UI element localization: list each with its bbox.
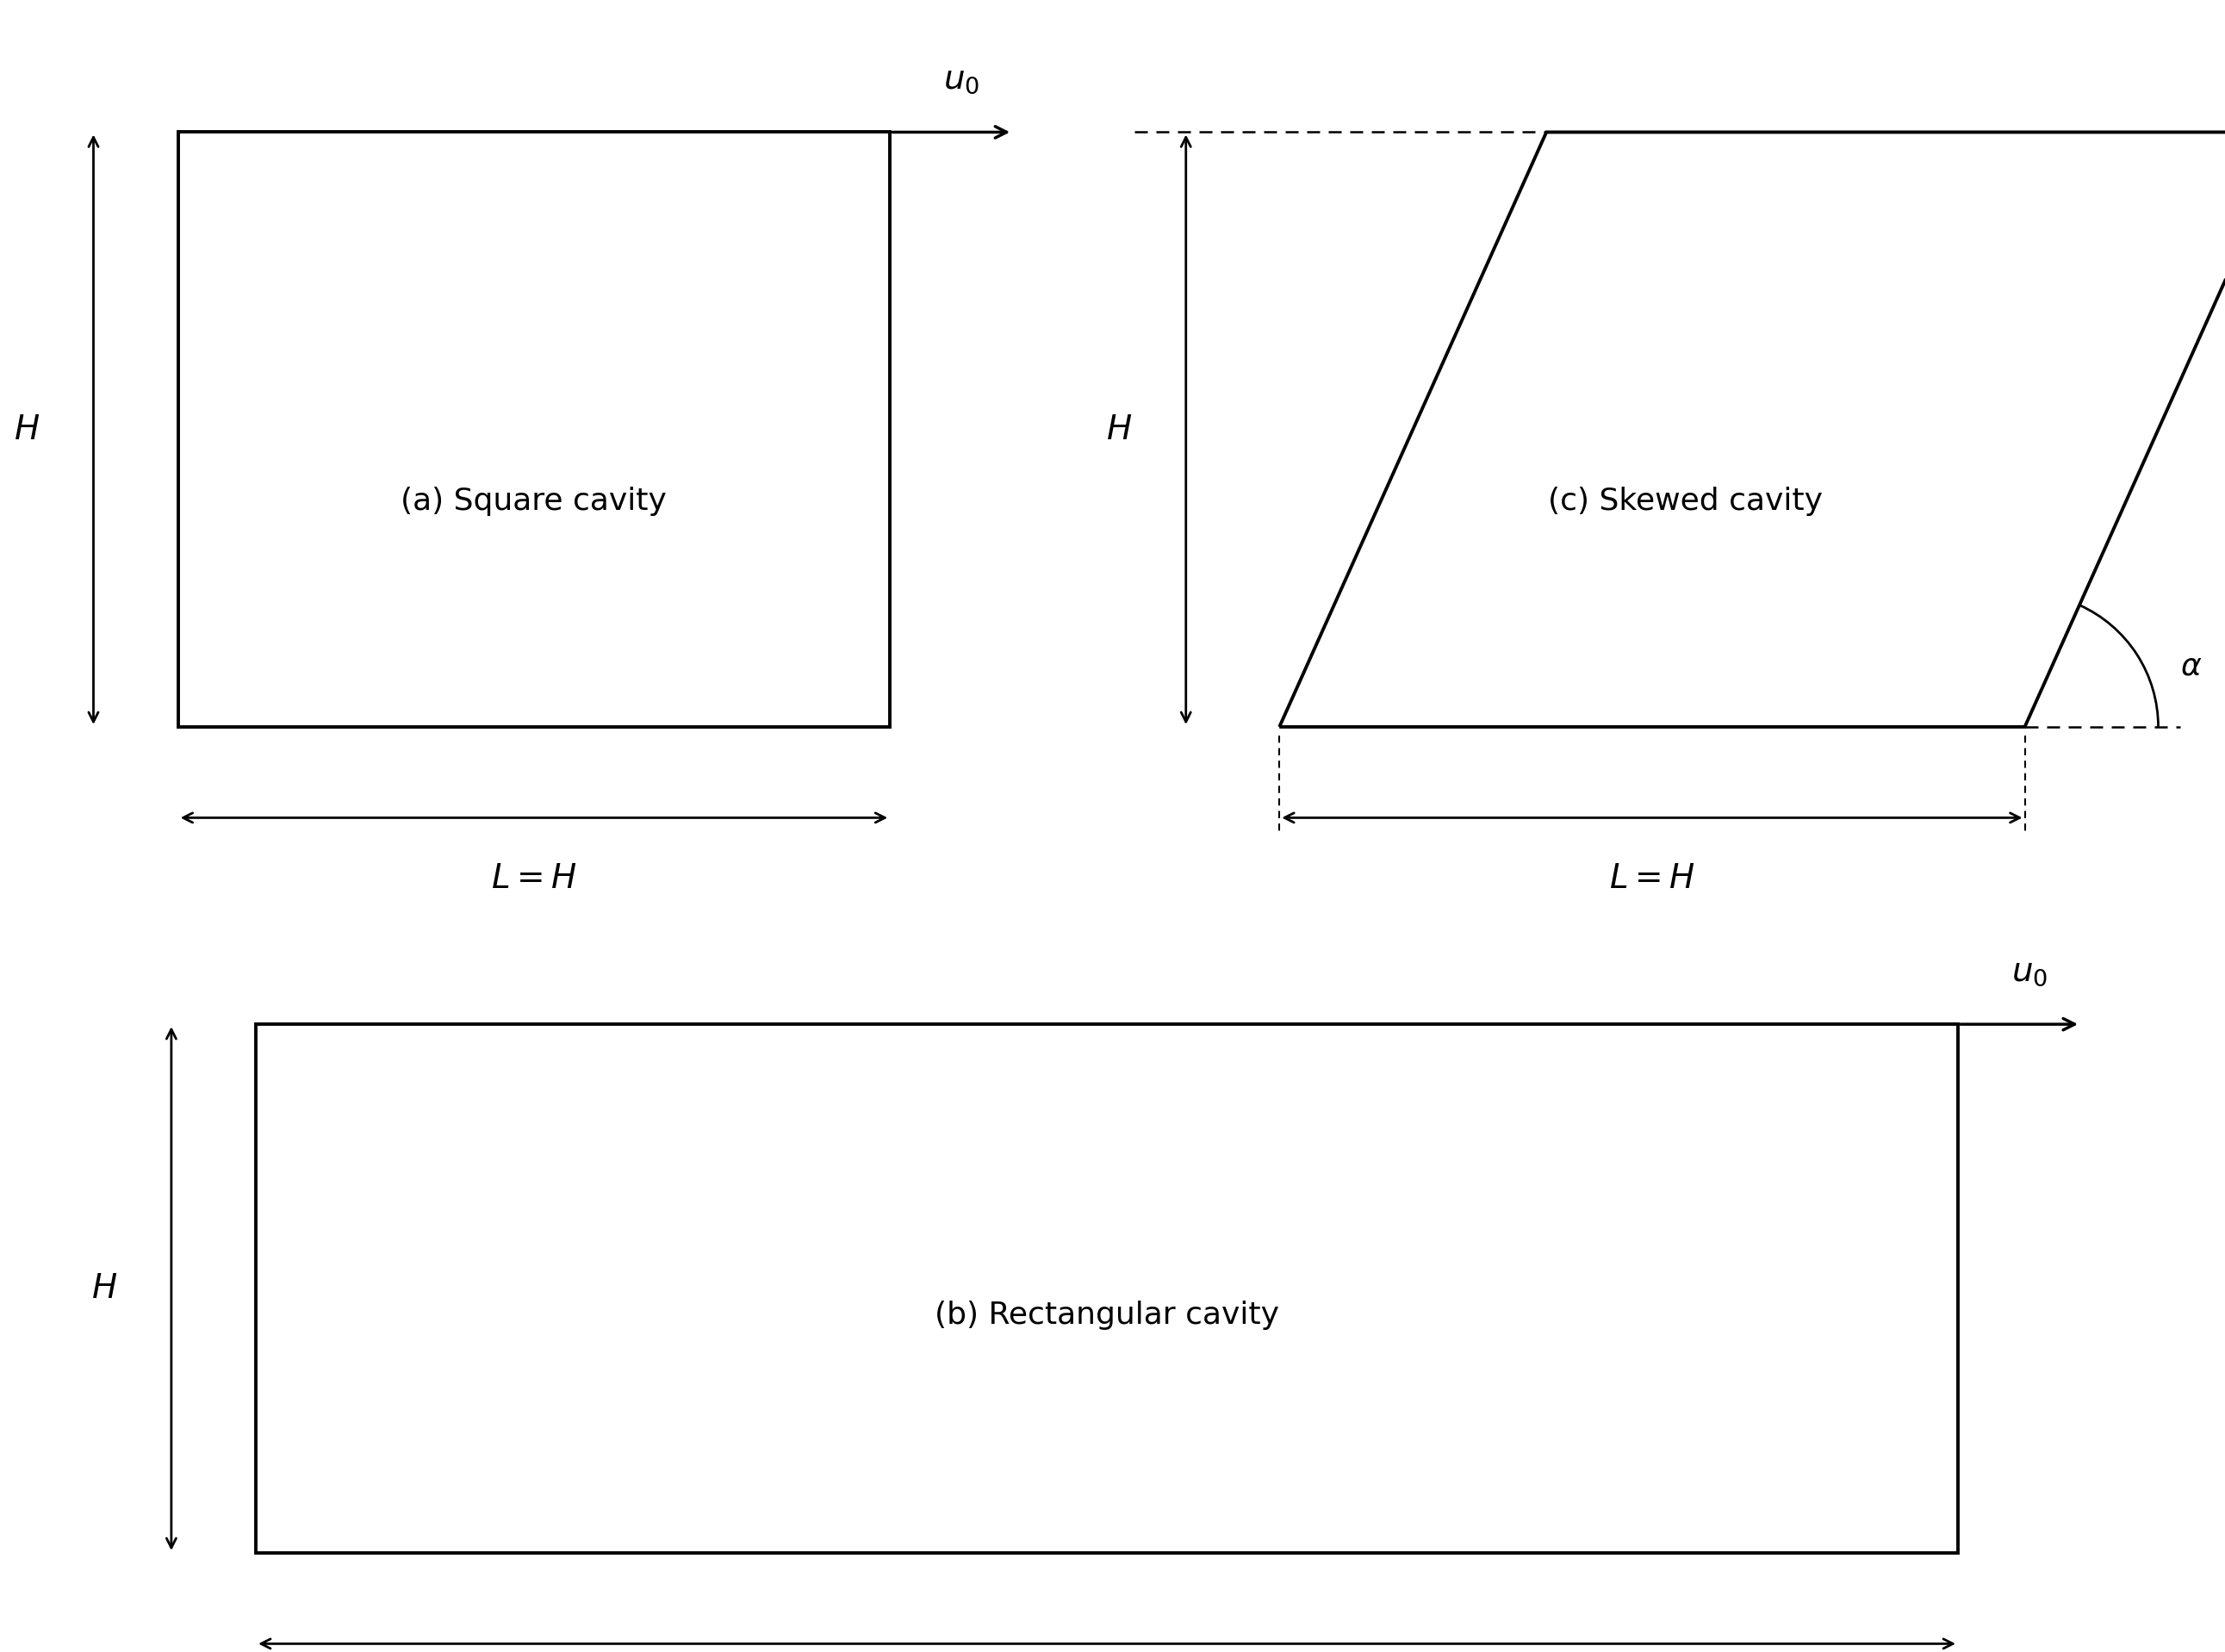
Text: $u_0$: $u_0$ [943, 63, 979, 96]
Text: $\alpha$: $\alpha$ [2180, 651, 2203, 681]
Text: $u_0$: $u_0$ [2011, 955, 2047, 988]
Text: $H$: $H$ [1106, 413, 1133, 446]
Text: $L = H$: $L = H$ [1609, 862, 1695, 895]
Text: (b) Rectangular cavity: (b) Rectangular cavity [934, 1300, 1279, 1330]
Text: $L = H$: $L = H$ [492, 862, 576, 895]
Text: $H$: $H$ [13, 413, 40, 446]
Text: (a) Square cavity: (a) Square cavity [400, 486, 668, 515]
Text: $H$: $H$ [91, 1272, 118, 1305]
Text: (c) Skewed cavity: (c) Skewed cavity [1549, 486, 1822, 515]
